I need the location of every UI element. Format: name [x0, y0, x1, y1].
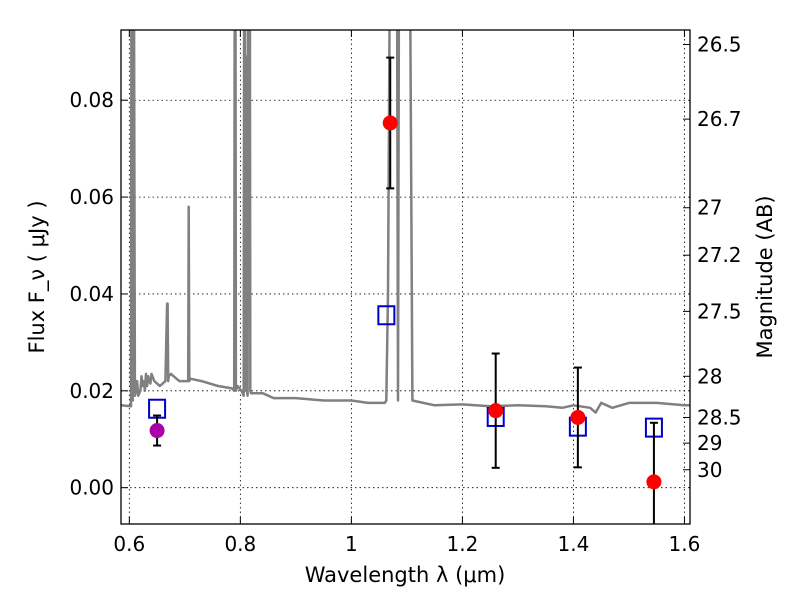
y-tick-label: 0.06 [69, 185, 114, 209]
grid [121, 30, 690, 524]
x-tick-label: 0.8 [224, 532, 256, 556]
y-axis-label: Flux F_ν ( μJy ) [25, 200, 50, 353]
y2-axis-label: Magnitude (AB) [753, 195, 777, 358]
model-point [377, 305, 396, 326]
x-axis-label: Wavelength λ (μm) [305, 563, 506, 587]
data-point [382, 115, 398, 131]
ticks: 0.6 0.8 1 1.2 1.4 1.6 0.00 0.02 0.04 0.06 0.08 26.5… [69, 30, 742, 556]
magnitude-tick-label: 29 [697, 431, 722, 455]
data-point [149, 423, 165, 439]
magnitude-tick-label: 28.5 [697, 405, 742, 429]
spectrum-line [121, 30, 690, 414]
x-tick-label: 1.6 [669, 532, 701, 556]
y-tick-label: 0.04 [69, 282, 114, 306]
magnitude-tick-label: 27.5 [697, 299, 742, 323]
y-tick-label: 0.00 [69, 476, 114, 500]
x-tick-label: 1.2 [446, 532, 478, 556]
magnitude-tick-label: 26.5 [697, 33, 742, 57]
data-point [646, 474, 662, 490]
magnitude-tick-label: 30 [697, 458, 722, 482]
magnitude-tick-label: 27.2 [697, 243, 742, 267]
y-tick-label: 0.08 [69, 88, 114, 112]
magnitude-tick-label: 27 [697, 196, 722, 220]
magnitude-tick-label: 28 [697, 364, 722, 388]
magnitude-tick-label: 26.7 [697, 107, 742, 131]
data-point [570, 409, 586, 425]
x-tick-label: 1 [345, 532, 358, 556]
plot-series [121, 30, 690, 524]
data-point [488, 403, 504, 419]
x-tick-label: 1.4 [558, 532, 590, 556]
x-tick-label: 0.6 [113, 532, 145, 556]
plot-frame [120, 29, 691, 525]
y-tick-label: 0.02 [69, 379, 114, 403]
